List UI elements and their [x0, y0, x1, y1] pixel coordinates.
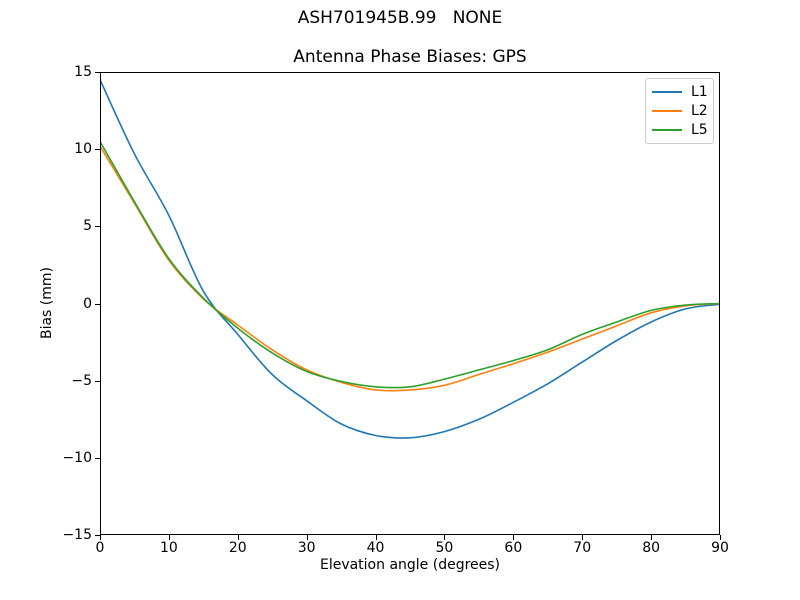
legend-label: L5	[691, 121, 708, 138]
legend-entry-l2: L2	[652, 102, 708, 119]
y-tick-label: 5	[83, 218, 92, 235]
x-tick-mark	[651, 535, 653, 540]
y-tick-label: −10	[62, 449, 92, 466]
x-axis-label: Elevation angle (degrees)	[319, 557, 501, 573]
y-tick-label: −5	[71, 372, 92, 389]
legend: L1 L2 L5	[645, 78, 714, 144]
x-tick-label: 60	[504, 540, 523, 556]
x-tick-label: 30	[297, 540, 316, 556]
x-tick-label: 80	[642, 540, 661, 556]
y-tick-label: 0	[83, 295, 92, 312]
y-tick-mark	[95, 303, 100, 305]
x-tick-mark	[168, 535, 170, 540]
series-line-l1	[100, 79, 720, 439]
y-tick-mark	[95, 457, 100, 459]
x-tick-label: 90	[711, 540, 729, 556]
x-tick-label: 50	[435, 540, 454, 556]
x-tick-mark	[306, 535, 308, 540]
y-tick-label: 10	[74, 141, 92, 158]
x-tick-mark	[100, 535, 101, 540]
y-tick-label: 15	[74, 64, 92, 80]
y-tick-mark	[95, 72, 100, 73]
y-tick-mark	[95, 149, 100, 151]
x-tick-mark	[237, 535, 239, 540]
x-tick-label: 20	[228, 540, 247, 556]
x-tick-mark	[444, 535, 446, 540]
x-tick-mark	[513, 535, 515, 540]
x-tick-label: 10	[159, 540, 178, 556]
x-tick-label: 0	[95, 540, 105, 556]
legend-line-swatch	[652, 128, 682, 131]
legend-entry-l5: L5	[652, 121, 708, 138]
x-tick-label: 40	[366, 540, 385, 556]
y-tick-mark	[95, 226, 100, 228]
y-tick-mark	[95, 535, 100, 536]
series-line-l5	[100, 141, 720, 389]
line-chart	[100, 72, 720, 535]
y-tick-label: −15	[62, 527, 92, 543]
x-tick-mark	[582, 535, 584, 540]
legend-entry-l1: L1	[652, 84, 708, 101]
y-tick-mark	[95, 380, 100, 382]
legend-line-swatch	[652, 109, 682, 112]
plot-area	[100, 72, 720, 535]
figure-suptitle: ASH701945B.99 NONE	[297, 8, 503, 28]
legend-line-swatch	[652, 91, 682, 94]
legend-label: L1	[691, 84, 708, 101]
axes-spines	[100, 72, 720, 535]
x-tick-mark	[720, 535, 721, 540]
x-tick-mark	[375, 535, 377, 540]
x-tick-label: 70	[573, 540, 592, 556]
axes-title: Antenna Phase Biases: GPS	[293, 47, 527, 67]
legend-label: L2	[691, 102, 708, 119]
